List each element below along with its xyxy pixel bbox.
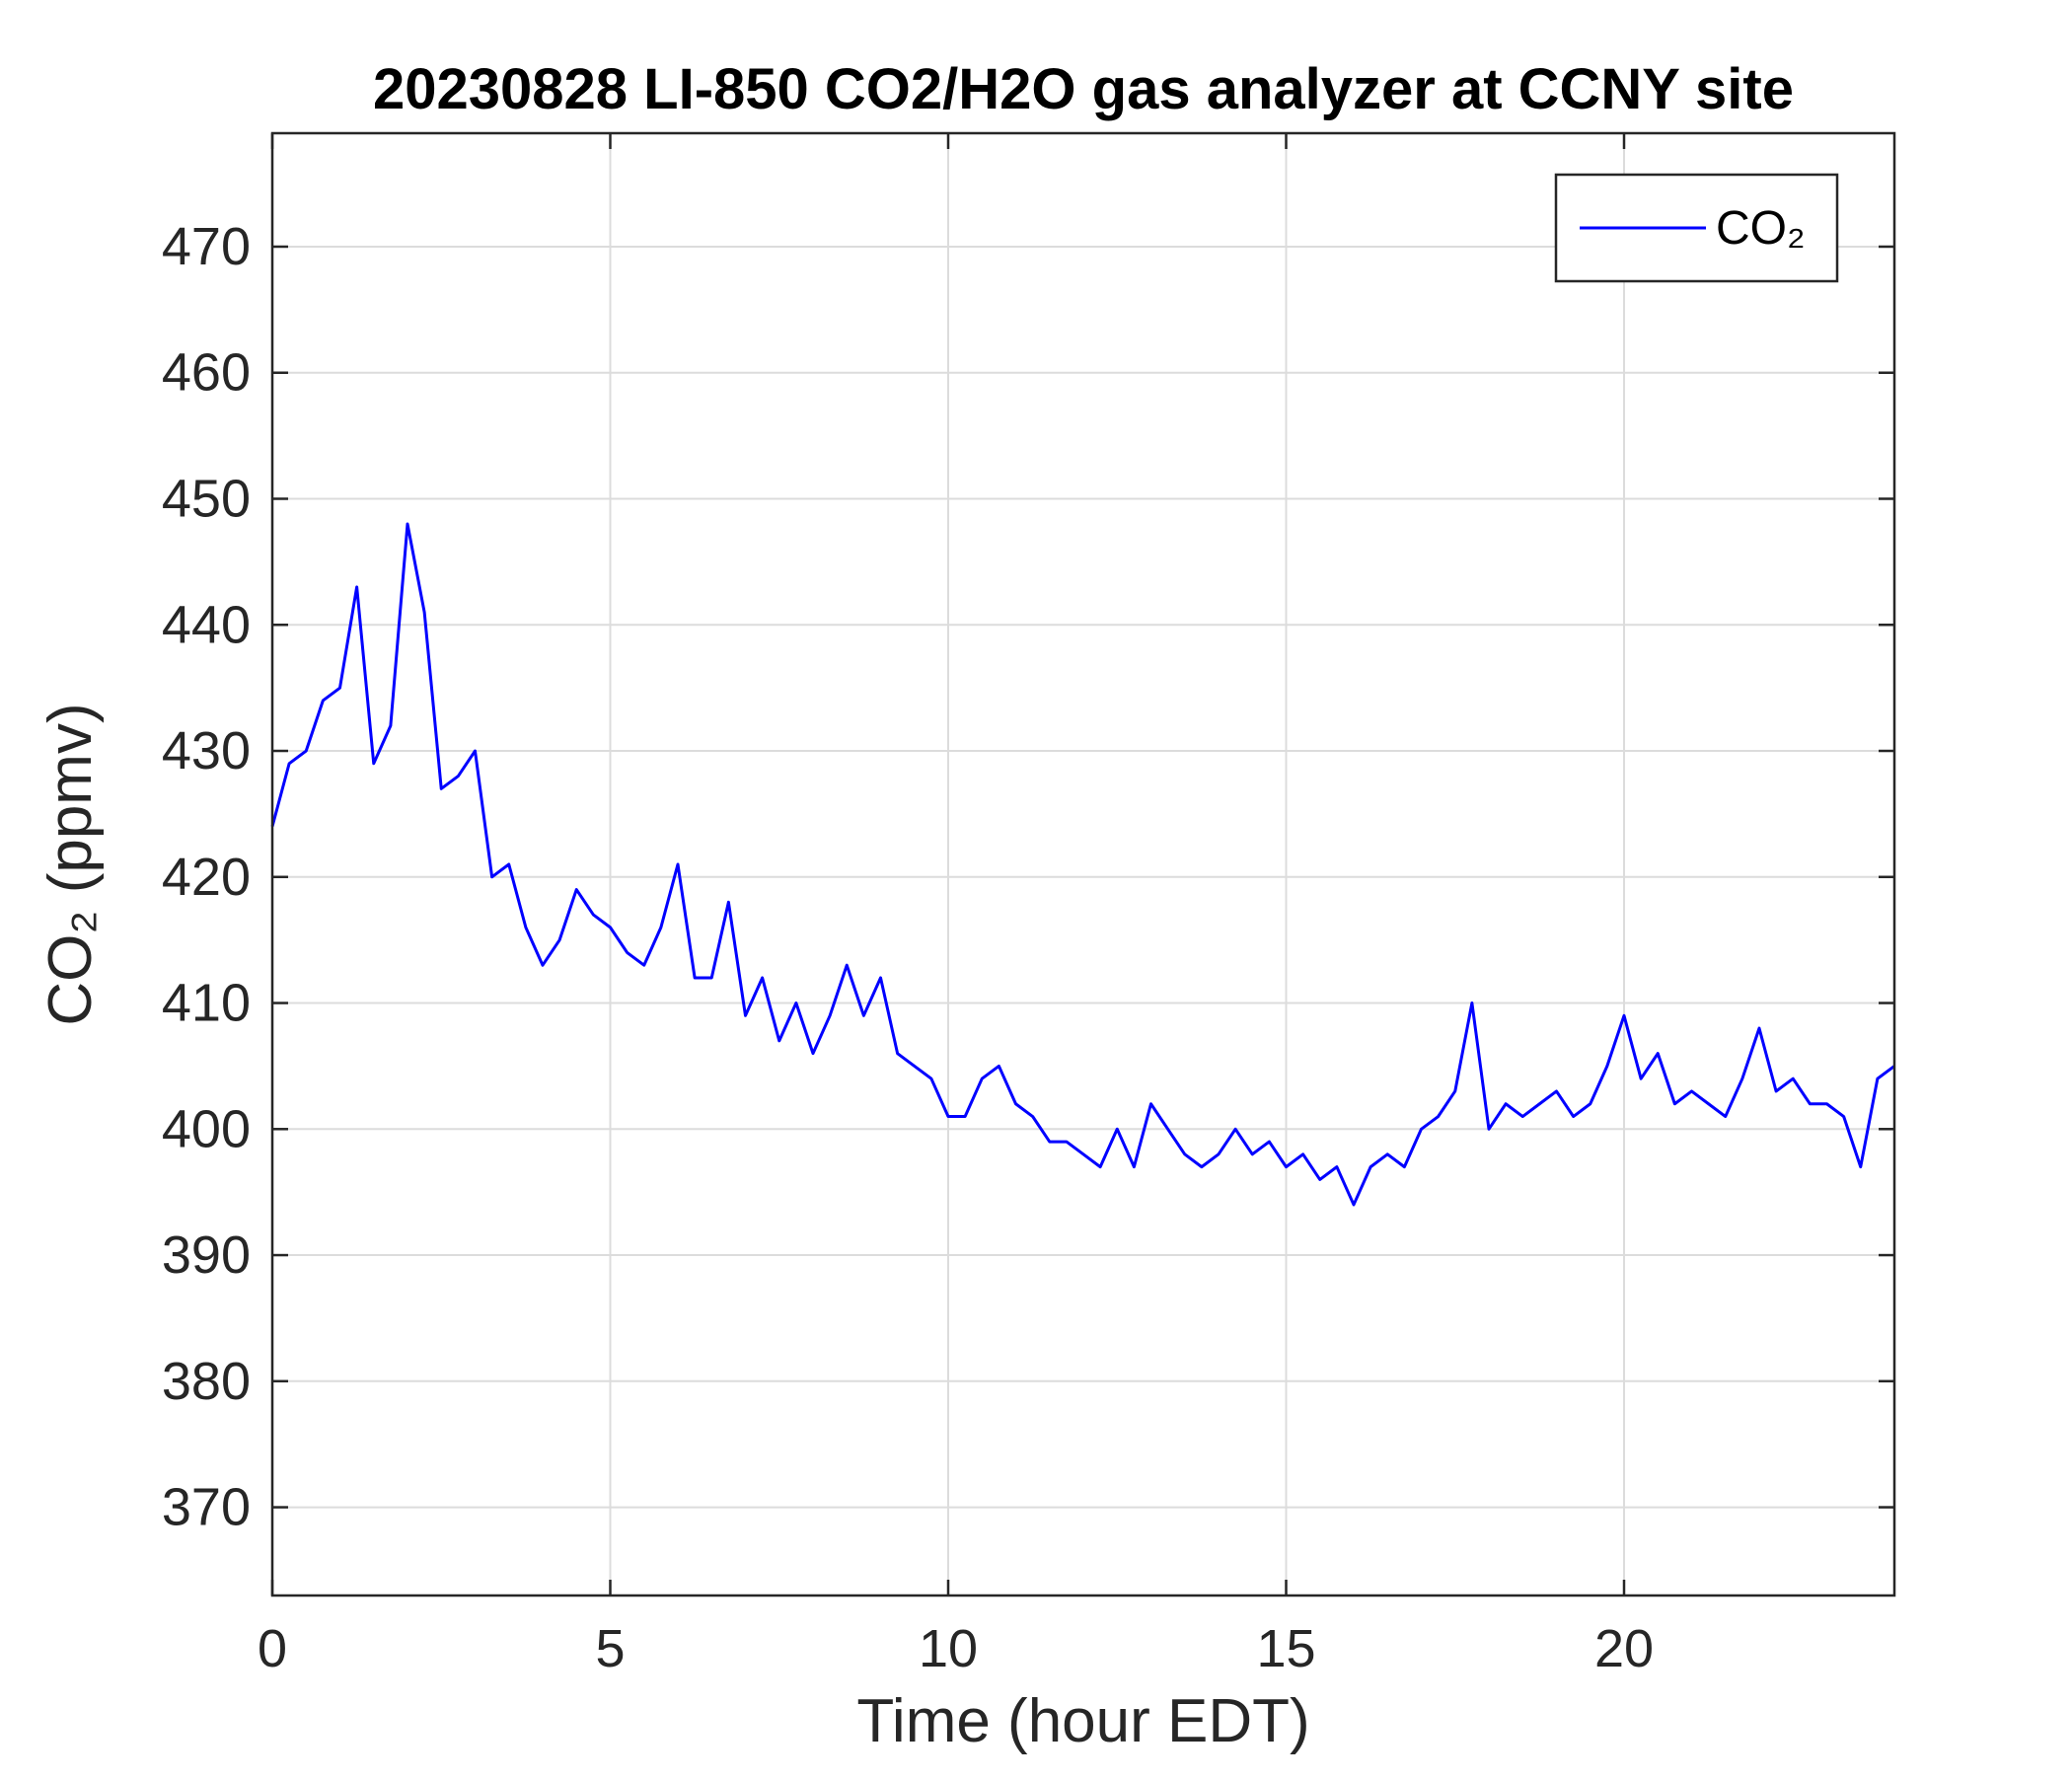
chart-title: 20230828 LI-850 CO2/H2O gas analyzer at …	[373, 57, 1794, 121]
y-tick-label: 370	[162, 1478, 251, 1537]
x-tick-label: 0	[258, 1619, 287, 1678]
y-tick-label: 430	[162, 721, 251, 780]
x-tick-label: 20	[1594, 1619, 1654, 1678]
y-tick-label: 380	[162, 1352, 251, 1411]
plot-area	[272, 133, 1894, 1595]
y-tick-label: 400	[162, 1099, 251, 1158]
y-tick-label: 390	[162, 1225, 251, 1285]
x-tick-label: 5	[595, 1619, 625, 1678]
axes-box	[270, 131, 1896, 1597]
y-tick-label: 450	[162, 470, 251, 529]
y-tick-label: 410	[162, 974, 251, 1033]
y-tick-label: 420	[162, 848, 251, 907]
x-tick-label: 15	[1256, 1619, 1315, 1678]
y-tick-label: 460	[162, 343, 251, 403]
legend-label: CO₂	[1716, 202, 1806, 255]
y-axis-label: CO₂ (ppmv)	[37, 703, 105, 1025]
x-axis-label: Time (hour EDT)	[856, 1687, 1309, 1755]
y-tick-label: 440	[162, 595, 251, 654]
x-tick-label: 10	[919, 1619, 978, 1678]
data-line	[270, 522, 1895, 1207]
y-tick-label: 470	[162, 217, 251, 276]
